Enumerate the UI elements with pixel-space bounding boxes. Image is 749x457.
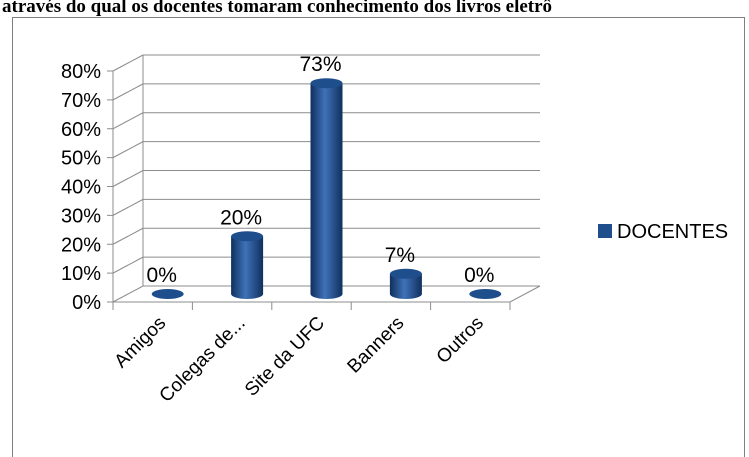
- gridline-side: [112, 227, 144, 245]
- x-tick-label: Banners: [344, 313, 409, 378]
- bar-top: [310, 78, 343, 89]
- gridline-side: [112, 170, 144, 187]
- bar-0: [151, 289, 184, 299]
- y-tick-label: 20%: [61, 234, 101, 256]
- x-tick-label: Amigos: [111, 313, 171, 373]
- y-tick-label: 40%: [61, 177, 101, 199]
- legend-swatch: [598, 224, 612, 238]
- data-label: 73%: [299, 53, 341, 76]
- x-tick-label: Outros: [433, 313, 488, 368]
- chart-floor: [112, 285, 541, 303]
- y-tick-label: 0%: [72, 292, 101, 314]
- bar-body: [389, 273, 422, 299]
- chart-frame: [12, 17, 745, 457]
- y-tick-label: 80%: [61, 61, 101, 83]
- y-tick-label: 50%: [61, 148, 101, 170]
- y-tick-label: 70%: [61, 90, 101, 112]
- y-tick-label: 10%: [61, 263, 101, 285]
- chart: 0%10%20%30%40%50%60%70%80% 0%20%73%7%0% …: [61, 53, 728, 407]
- gridline-side: [112, 112, 144, 130]
- legend-label: DOCENTES: [617, 221, 728, 243]
- bar-top: [389, 268, 422, 279]
- page-heading: através do qual os docentes tomaram conh…: [2, 0, 553, 17]
- gridline-side: [112, 256, 144, 274]
- gridline-side: [112, 141, 144, 159]
- gridline-side: [112, 83, 144, 101]
- bars: [151, 78, 502, 300]
- bar-3: [389, 268, 422, 299]
- x-tick-label: Site da UFC: [241, 313, 329, 401]
- x-tick-label: Colegas de...: [156, 313, 250, 407]
- data-label: 0%: [464, 264, 494, 287]
- bar-top: [231, 231, 264, 242]
- bar-2: [310, 78, 343, 300]
- bar-body: [231, 236, 264, 299]
- data-label: 0%: [147, 264, 177, 287]
- bar-flat: [469, 289, 502, 299]
- gridline-side: [112, 54, 144, 72]
- data-label: 7%: [385, 244, 415, 267]
- bar-flat: [151, 289, 184, 299]
- legend: DOCENTES: [598, 221, 728, 243]
- data-label: 20%: [220, 206, 262, 229]
- data-labels: 0% 20% 73% 7% 0%: [147, 53, 495, 287]
- bar-4: [469, 289, 502, 299]
- bar-body: [310, 83, 343, 300]
- y-axis-ticks: 0% 10% 20% 30% 40% 50% 60% 70% 80%: [61, 61, 101, 314]
- bar-1: [231, 231, 264, 299]
- gridline-side: [112, 198, 144, 216]
- y-tick-label: 30%: [61, 205, 101, 227]
- y-tick-label: 60%: [61, 119, 101, 141]
